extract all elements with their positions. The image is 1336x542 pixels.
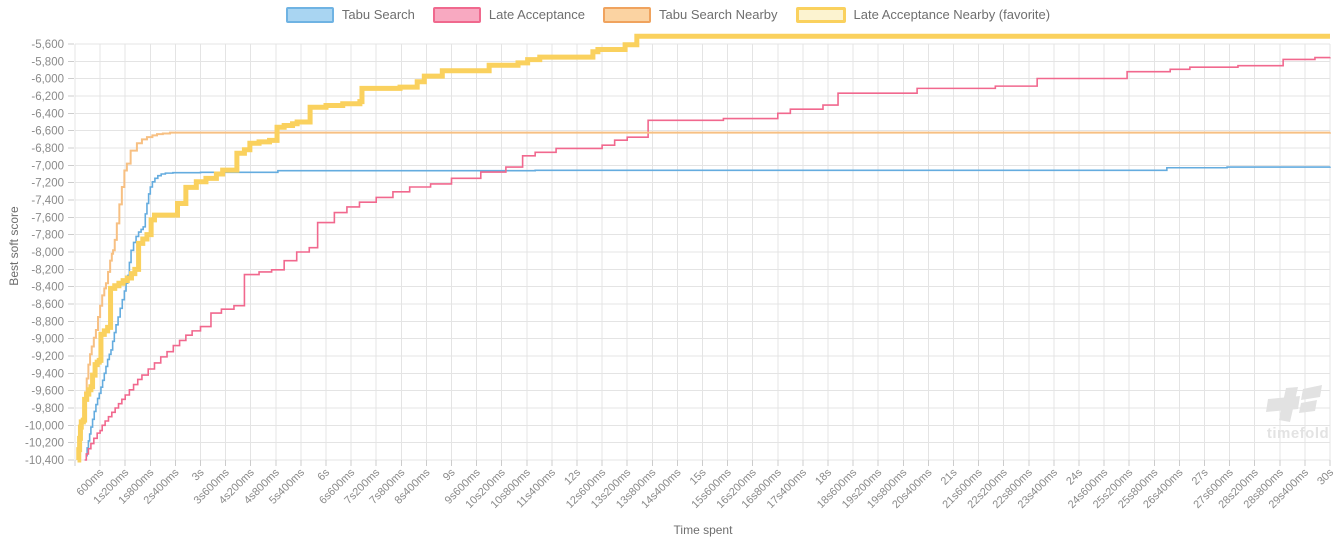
series-line-tabu-search-nearby: [77, 131, 1331, 461]
legend-item-tabu-search[interactable]: Tabu Search: [285, 6, 415, 24]
svg-text:3s: 3s: [190, 466, 207, 483]
svg-text:-8,000: -8,000: [31, 247, 64, 259]
legend-label-late-acceptance: Late Acceptance: [488, 7, 586, 22]
svg-text:-8,800: -8,800: [31, 316, 64, 328]
legend-swatch-late-acceptance: [432, 7, 481, 23]
svg-text:-10,400: -10,400: [25, 455, 64, 467]
series-lines: [76, 33, 1331, 463]
svg-text:-6,000: -6,000: [31, 74, 64, 86]
legend-item-tabu-search-nearby[interactable]: Tabu Search Nearby: [603, 6, 778, 24]
svg-text:-8,200: -8,200: [31, 264, 64, 276]
svg-text:21s: 21s: [939, 466, 960, 487]
series-line-late-acceptance: [84, 56, 1331, 461]
watermark-text: timefold: [1266, 425, 1330, 442]
svg-text:-7,600: -7,600: [31, 212, 64, 224]
gridlines: [74, 43, 1331, 461]
svg-text:-9,400: -9,400: [31, 368, 64, 380]
svg-text:-9,200: -9,200: [31, 351, 64, 363]
chart-legend: Tabu Search Late Acceptance Tabu Search Ne…: [0, 6, 1336, 24]
legend-item-late-acceptance[interactable]: Late Acceptance: [432, 6, 586, 24]
legend-item-late-acceptance-nearby[interactable]: Late Acceptance Nearby (favorite): [795, 6, 1051, 24]
svg-text:27s: 27s: [1190, 466, 1211, 487]
legend-label-tabu-search: Tabu Search: [341, 7, 415, 22]
svg-text:12s: 12s: [562, 466, 583, 487]
svg-text:-10,000: -10,000: [25, 420, 64, 432]
legend-swatch-late-acceptance-nearby: [795, 7, 846, 23]
svg-text:9s: 9s: [441, 466, 458, 483]
svg-text:-7,800: -7,800: [31, 230, 64, 242]
timefold-logo-icon: [1266, 385, 1322, 422]
svg-text:-8,600: -8,600: [31, 299, 64, 311]
svg-text:-6,200: -6,200: [31, 91, 64, 103]
svg-text:24s: 24s: [1064, 466, 1085, 487]
svg-text:-10,200: -10,200: [25, 438, 64, 450]
svg-text:-8,400: -8,400: [31, 282, 64, 294]
series-line-tabu-search: [85, 166, 1331, 457]
svg-text:-6,800: -6,800: [31, 143, 64, 155]
svg-text:-6,600: -6,600: [31, 126, 64, 138]
legend-swatch-tabu-search-nearby: [603, 7, 652, 23]
svg-text:-5,600: -5,600: [31, 39, 64, 51]
svg-text:30s: 30s: [1315, 466, 1336, 487]
svg-text:-7,200: -7,200: [31, 178, 64, 190]
svg-text:-7,000: -7,000: [31, 160, 64, 172]
svg-text:-7,400: -7,400: [31, 195, 64, 207]
svg-text:-9,000: -9,000: [31, 334, 64, 346]
svg-text:6s: 6s: [315, 466, 332, 483]
svg-text:18s: 18s: [813, 466, 834, 487]
y-axis-title: Best soft score: [7, 206, 21, 286]
legend-label-late-acceptance-nearby: Late Acceptance Nearby (favorite): [853, 7, 1051, 22]
legend-label-tabu-search-nearby: Tabu Search Nearby: [659, 7, 778, 22]
svg-text:-6,400: -6,400: [31, 108, 64, 120]
series-line-late-acceptance-nearby-favorite: [76, 33, 1330, 463]
svg-text:-9,600: -9,600: [31, 386, 64, 398]
svg-text:15s: 15s: [688, 466, 709, 487]
svg-text:-9,800: -9,800: [31, 403, 64, 415]
legend-swatch-tabu-search: [285, 7, 334, 23]
x-axis-title: Time spent: [673, 523, 733, 537]
axis-labels: -5,600 -5,800 -6,000 -6,200 -6,400 -6,600 -6,8…: [25, 39, 1336, 511]
svg-text:-5,800: -5,800: [31, 56, 64, 68]
